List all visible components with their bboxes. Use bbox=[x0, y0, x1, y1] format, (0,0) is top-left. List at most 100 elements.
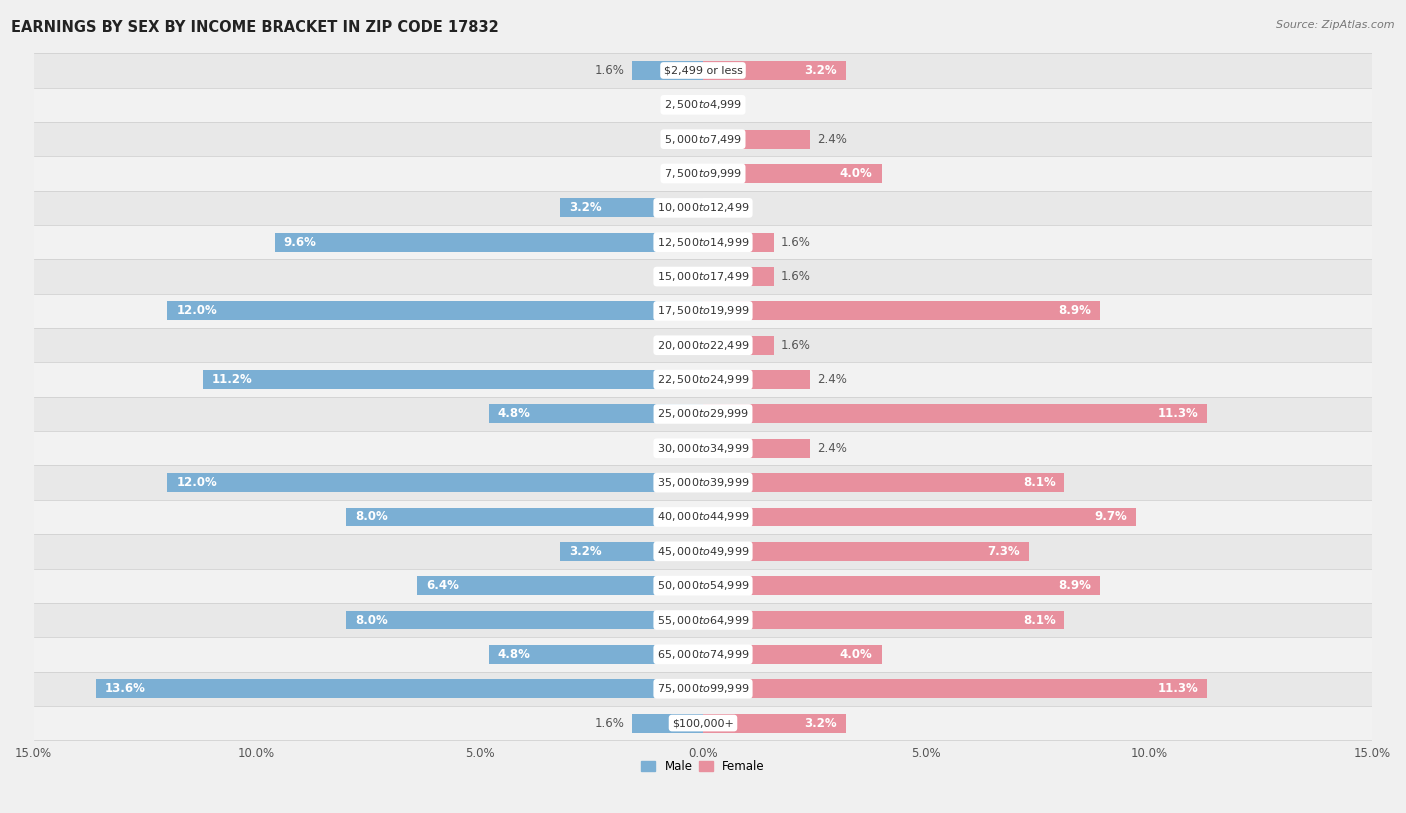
Bar bbox=[346, 611, 703, 629]
Text: 0.0%: 0.0% bbox=[666, 98, 696, 111]
Bar bbox=[34, 122, 1372, 156]
Text: $50,000 to $54,999: $50,000 to $54,999 bbox=[657, 579, 749, 592]
Text: $15,000 to $17,499: $15,000 to $17,499 bbox=[657, 270, 749, 283]
Text: 0.0%: 0.0% bbox=[666, 133, 696, 146]
Text: 4.0%: 4.0% bbox=[839, 167, 873, 180]
Text: $12,500 to $14,999: $12,500 to $14,999 bbox=[657, 236, 749, 249]
Text: 2.4%: 2.4% bbox=[817, 373, 846, 386]
Text: 12.0%: 12.0% bbox=[176, 476, 217, 489]
Bar bbox=[631, 61, 703, 80]
Bar bbox=[34, 706, 1372, 740]
Bar bbox=[34, 637, 1372, 672]
Text: $100,000+: $100,000+ bbox=[672, 718, 734, 728]
Legend: Male, Female: Male, Female bbox=[637, 755, 769, 777]
Text: $75,000 to $99,999: $75,000 to $99,999 bbox=[657, 682, 749, 695]
Bar bbox=[346, 507, 703, 527]
Text: $17,500 to $19,999: $17,500 to $19,999 bbox=[657, 304, 749, 317]
Text: 6.4%: 6.4% bbox=[426, 579, 460, 592]
Text: 1.6%: 1.6% bbox=[782, 339, 811, 352]
Text: 2.4%: 2.4% bbox=[817, 133, 846, 146]
Text: 0.0%: 0.0% bbox=[710, 202, 740, 215]
Bar bbox=[167, 473, 703, 492]
Bar bbox=[703, 164, 882, 183]
Bar bbox=[489, 405, 703, 424]
Bar bbox=[274, 233, 703, 252]
Bar bbox=[34, 293, 1372, 328]
Text: 4.8%: 4.8% bbox=[498, 407, 530, 420]
Bar bbox=[202, 370, 703, 389]
Bar bbox=[167, 302, 703, 320]
Text: 1.6%: 1.6% bbox=[595, 716, 624, 729]
Text: $7,500 to $9,999: $7,500 to $9,999 bbox=[664, 167, 742, 180]
Text: $22,500 to $24,999: $22,500 to $24,999 bbox=[657, 373, 749, 386]
Text: 12.0%: 12.0% bbox=[176, 304, 217, 317]
Bar bbox=[703, 645, 882, 663]
Bar bbox=[703, 405, 1208, 424]
Bar bbox=[703, 473, 1064, 492]
Bar bbox=[34, 88, 1372, 122]
Text: 3.2%: 3.2% bbox=[804, 716, 837, 729]
Text: 0.0%: 0.0% bbox=[666, 167, 696, 180]
Text: 8.0%: 8.0% bbox=[354, 511, 388, 524]
Bar bbox=[703, 714, 846, 733]
Text: $55,000 to $64,999: $55,000 to $64,999 bbox=[657, 614, 749, 627]
Bar bbox=[703, 370, 810, 389]
Text: 9.6%: 9.6% bbox=[284, 236, 316, 249]
Text: 0.0%: 0.0% bbox=[666, 339, 696, 352]
Bar bbox=[34, 568, 1372, 603]
Text: Source: ZipAtlas.com: Source: ZipAtlas.com bbox=[1277, 20, 1395, 30]
Bar bbox=[489, 645, 703, 663]
Bar bbox=[631, 714, 703, 733]
Bar bbox=[703, 507, 1136, 527]
Text: 8.9%: 8.9% bbox=[1059, 579, 1091, 592]
Text: 11.3%: 11.3% bbox=[1157, 682, 1198, 695]
Bar bbox=[560, 198, 703, 217]
Text: $35,000 to $39,999: $35,000 to $39,999 bbox=[657, 476, 749, 489]
Text: 3.2%: 3.2% bbox=[569, 545, 602, 558]
Bar bbox=[34, 225, 1372, 259]
Text: 11.2%: 11.2% bbox=[212, 373, 253, 386]
Text: 8.1%: 8.1% bbox=[1022, 614, 1056, 627]
Text: 2.4%: 2.4% bbox=[817, 441, 846, 454]
Bar bbox=[34, 191, 1372, 225]
Bar bbox=[34, 500, 1372, 534]
Text: 0.0%: 0.0% bbox=[710, 98, 740, 111]
Bar bbox=[703, 61, 846, 80]
Bar bbox=[703, 576, 1101, 595]
Bar bbox=[34, 672, 1372, 706]
Text: 8.1%: 8.1% bbox=[1022, 476, 1056, 489]
Bar bbox=[34, 259, 1372, 293]
Text: 1.6%: 1.6% bbox=[782, 236, 811, 249]
Bar bbox=[703, 233, 775, 252]
Bar bbox=[560, 542, 703, 561]
Text: $2,499 or less: $2,499 or less bbox=[664, 66, 742, 76]
Bar bbox=[34, 54, 1372, 88]
Bar bbox=[34, 603, 1372, 637]
Text: $2,500 to $4,999: $2,500 to $4,999 bbox=[664, 98, 742, 111]
Bar bbox=[703, 680, 1208, 698]
Text: 4.0%: 4.0% bbox=[839, 648, 873, 661]
Text: $20,000 to $22,499: $20,000 to $22,499 bbox=[657, 339, 749, 352]
Text: 3.2%: 3.2% bbox=[804, 64, 837, 77]
Text: 8.0%: 8.0% bbox=[354, 614, 388, 627]
Bar bbox=[96, 680, 703, 698]
Text: 8.9%: 8.9% bbox=[1059, 304, 1091, 317]
Text: $30,000 to $34,999: $30,000 to $34,999 bbox=[657, 441, 749, 454]
Text: $45,000 to $49,999: $45,000 to $49,999 bbox=[657, 545, 749, 558]
Bar bbox=[34, 431, 1372, 466]
Bar bbox=[703, 336, 775, 354]
Bar bbox=[34, 363, 1372, 397]
Text: 0.0%: 0.0% bbox=[666, 441, 696, 454]
Bar bbox=[703, 267, 775, 286]
Text: 3.2%: 3.2% bbox=[569, 202, 602, 215]
Text: 1.6%: 1.6% bbox=[782, 270, 811, 283]
Text: 11.3%: 11.3% bbox=[1157, 407, 1198, 420]
Text: 13.6%: 13.6% bbox=[105, 682, 146, 695]
Bar bbox=[34, 156, 1372, 191]
Text: 9.7%: 9.7% bbox=[1094, 511, 1128, 524]
Bar bbox=[34, 534, 1372, 568]
Text: $65,000 to $74,999: $65,000 to $74,999 bbox=[657, 648, 749, 661]
Text: 0.0%: 0.0% bbox=[666, 270, 696, 283]
Text: $40,000 to $44,999: $40,000 to $44,999 bbox=[657, 511, 749, 524]
Bar bbox=[703, 130, 810, 149]
